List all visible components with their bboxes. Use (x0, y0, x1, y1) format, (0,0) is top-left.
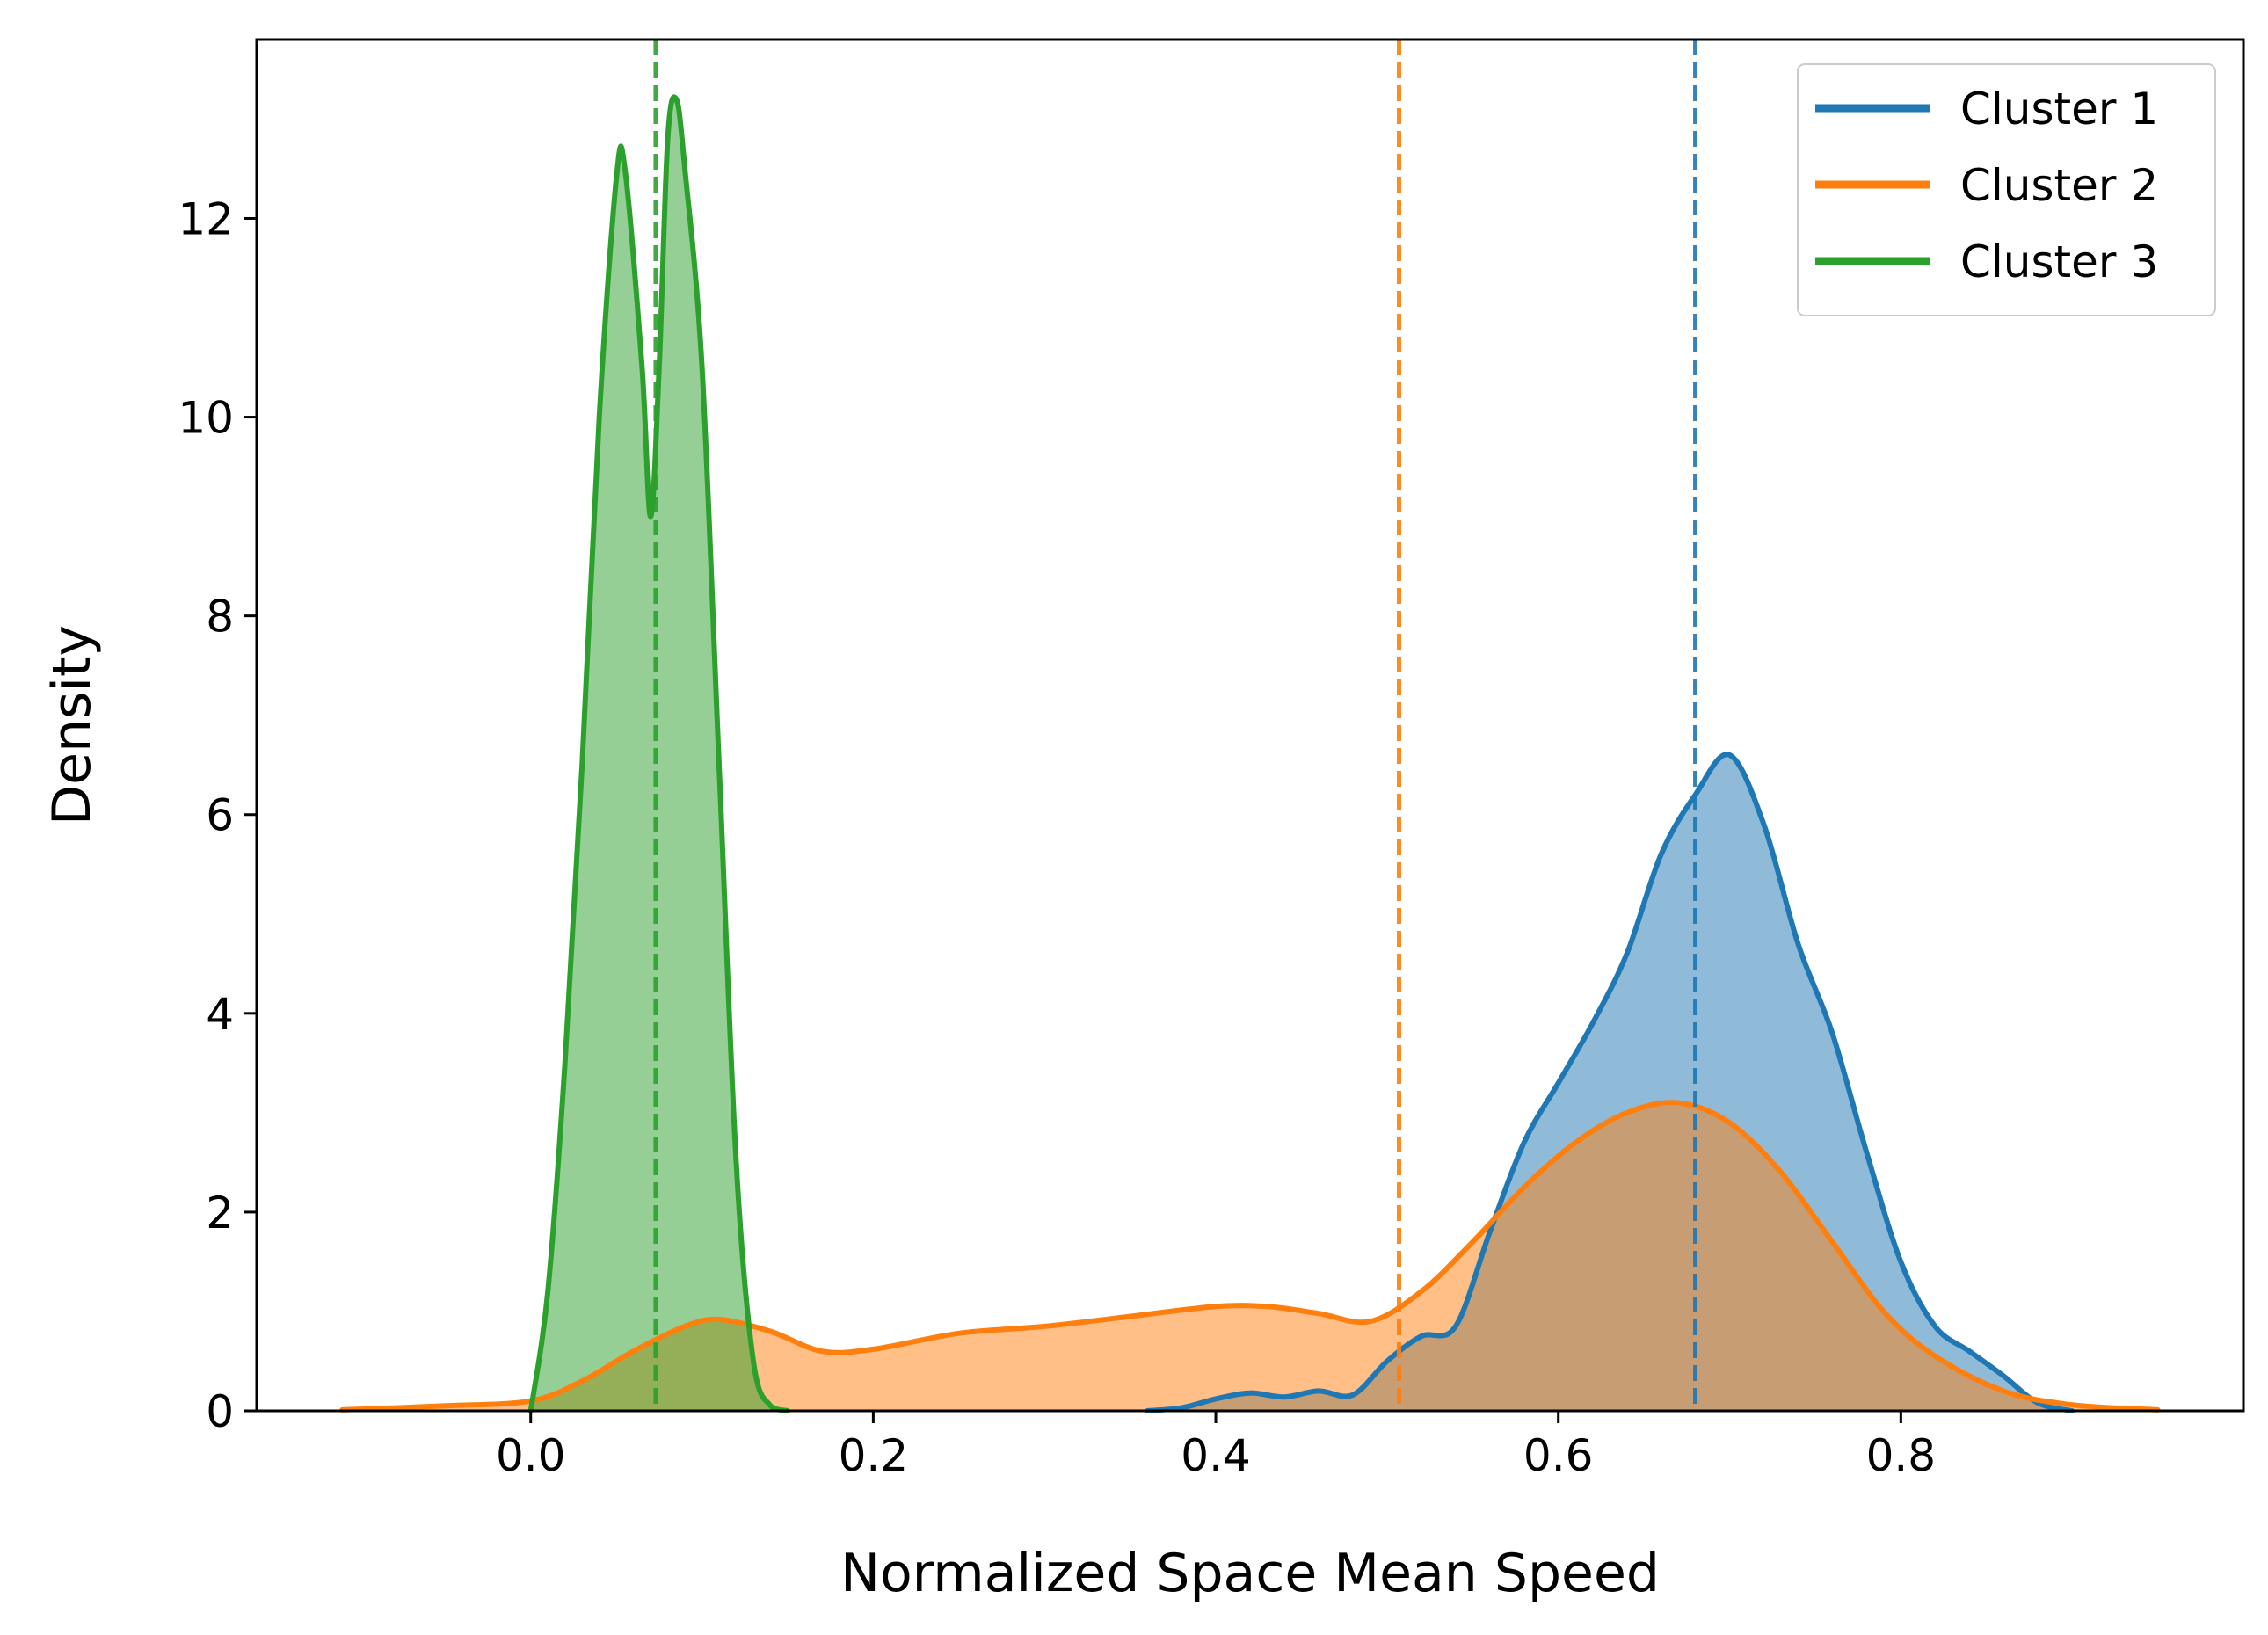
cluster-2-density-line (339, 1100, 2161, 1413)
y-tick-label: 6 (206, 790, 234, 841)
x-tick-label: 0.2 (839, 1430, 909, 1481)
x-tick-label: 0.4 (1181, 1430, 1251, 1481)
y-tick-label: 4 (206, 989, 234, 1040)
legend: Cluster 1 Cluster 2 Cluster 3 (1797, 63, 2216, 316)
axes-frame (255, 38, 2245, 1413)
x-tick-label: 0.6 (1523, 1430, 1594, 1481)
x-axis-label: Normalized Space Mean Speed (840, 1543, 1660, 1604)
y-tick-label: 8 (206, 592, 234, 643)
y-tick-label: 10 (178, 393, 234, 444)
y-axis-ticks: 0 2 4 6 8 10 12 (178, 193, 257, 1437)
cluster-3-legend-label: Cluster 3 (1960, 236, 2158, 287)
x-tick-label: 0.8 (1866, 1430, 1937, 1481)
mean-lines (653, 40, 1698, 1411)
plot-area (339, 94, 2161, 1413)
y-axis-label: Density (41, 625, 103, 825)
cluster-1-density-line (1145, 752, 2075, 1413)
cluster-3-density-area (530, 97, 788, 1412)
y-tick-label: 12 (178, 193, 234, 244)
legend-box (1797, 63, 2216, 316)
x-axis-ticks: 0.0 0.2 0.4 0.6 0.8 (496, 1411, 1936, 1481)
cluster-1-density-area (1147, 754, 2073, 1411)
y-tick-label: 2 (206, 1188, 234, 1239)
cluster-1-legend-label: Cluster 1 (1960, 84, 2158, 134)
y-tick-label: 0 (206, 1386, 234, 1437)
x-tick-label: 0.0 (496, 1430, 566, 1481)
cluster-2-legend-label: Cluster 2 (1960, 160, 2158, 211)
cluster-2-density-area (342, 1102, 2158, 1411)
